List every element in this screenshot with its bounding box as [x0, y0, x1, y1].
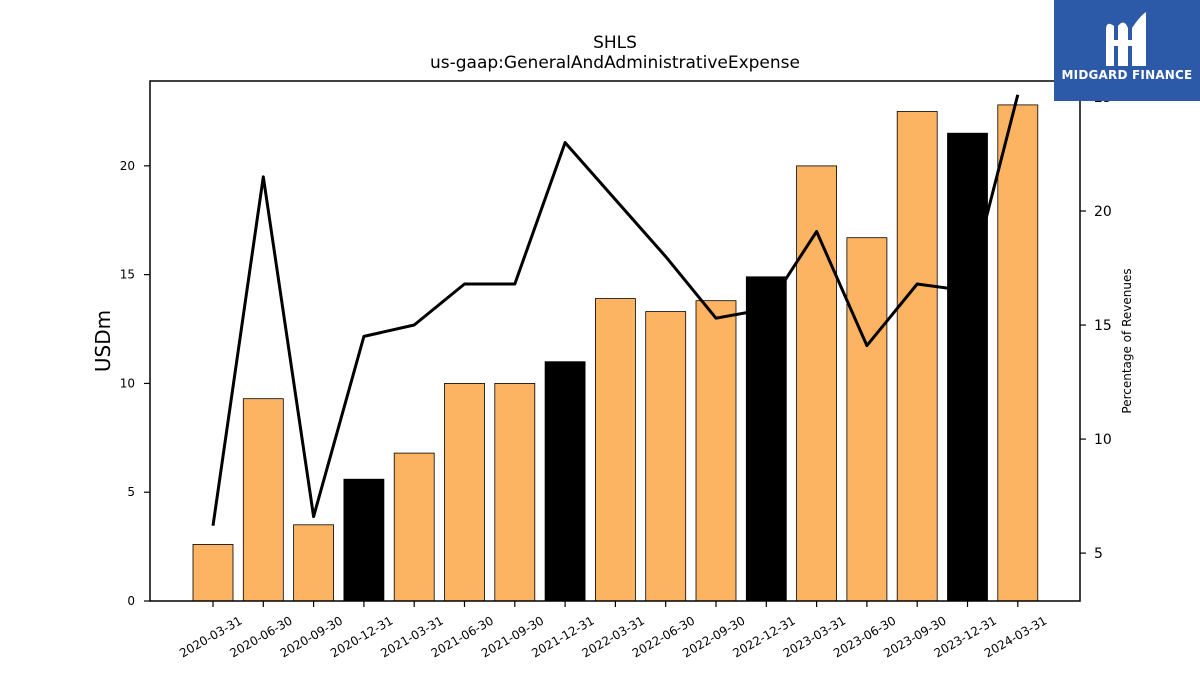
bar-2020-06-30 — [242, 398, 284, 602]
bar-2020-12-31 — [343, 478, 385, 602]
bar-2021-03-31 — [393, 452, 435, 602]
bar-2023-12-31 — [947, 132, 988, 602]
x-axis: 2020-03-312020-06-302020-09-302020-12-31… — [177, 601, 1049, 660]
midgard-logo-icon — [1106, 12, 1146, 67]
y-axis-label: USDm — [91, 310, 115, 372]
y2tick-label-5: 5 — [1094, 546, 1103, 562]
bar-2022-03-31 — [595, 298, 636, 602]
bar-2021-06-30 — [444, 382, 485, 602]
logo-text: MIDGARD FINANCE — [1061, 68, 1193, 82]
ytick-label-15: 15 — [120, 268, 135, 282]
bars-group — [192, 104, 1039, 602]
line-group — [211, 94, 1020, 526]
midgard-finance-logo: MIDGARD FINANCE — [1054, 0, 1200, 101]
ytick-label-5: 5 — [127, 485, 135, 499]
ytick-label-10: 10 — [120, 376, 135, 390]
left-axis: 0 5 10 15 20 — [120, 159, 150, 608]
y2tick-label-20: 20 — [1094, 204, 1112, 220]
bar-2022-09-30 — [695, 300, 737, 602]
bar-2022-06-30 — [645, 311, 687, 602]
bar-2024-03-31 — [997, 104, 1039, 602]
percentage-line — [211, 94, 1020, 526]
bar-2020-03-31 — [192, 544, 234, 602]
bar-2022-12-31 — [745, 276, 787, 602]
y2tick-label-10: 10 — [1094, 432, 1112, 448]
y2-axis-label: Percentage of Revenues — [1120, 268, 1134, 413]
bar-2023-06-30 — [846, 237, 888, 602]
bar-2021-09-30 — [494, 382, 536, 602]
bar-2023-09-30 — [896, 111, 938, 602]
bar-2021-12-31 — [544, 361, 586, 602]
chart-title: SHLS — [593, 33, 637, 53]
ytick-label-20: 20 — [120, 159, 135, 173]
bar-2020-09-30 — [293, 524, 335, 602]
bar-2023-03-31 — [796, 165, 837, 602]
ytick-label-0: 0 — [127, 594, 135, 608]
chart-subtitle: us-gaap:GeneralAndAdministrativeExpense — [430, 53, 800, 73]
y2tick-label-15: 15 — [1094, 318, 1112, 334]
right-axis: 510152025 — [1080, 90, 1112, 562]
